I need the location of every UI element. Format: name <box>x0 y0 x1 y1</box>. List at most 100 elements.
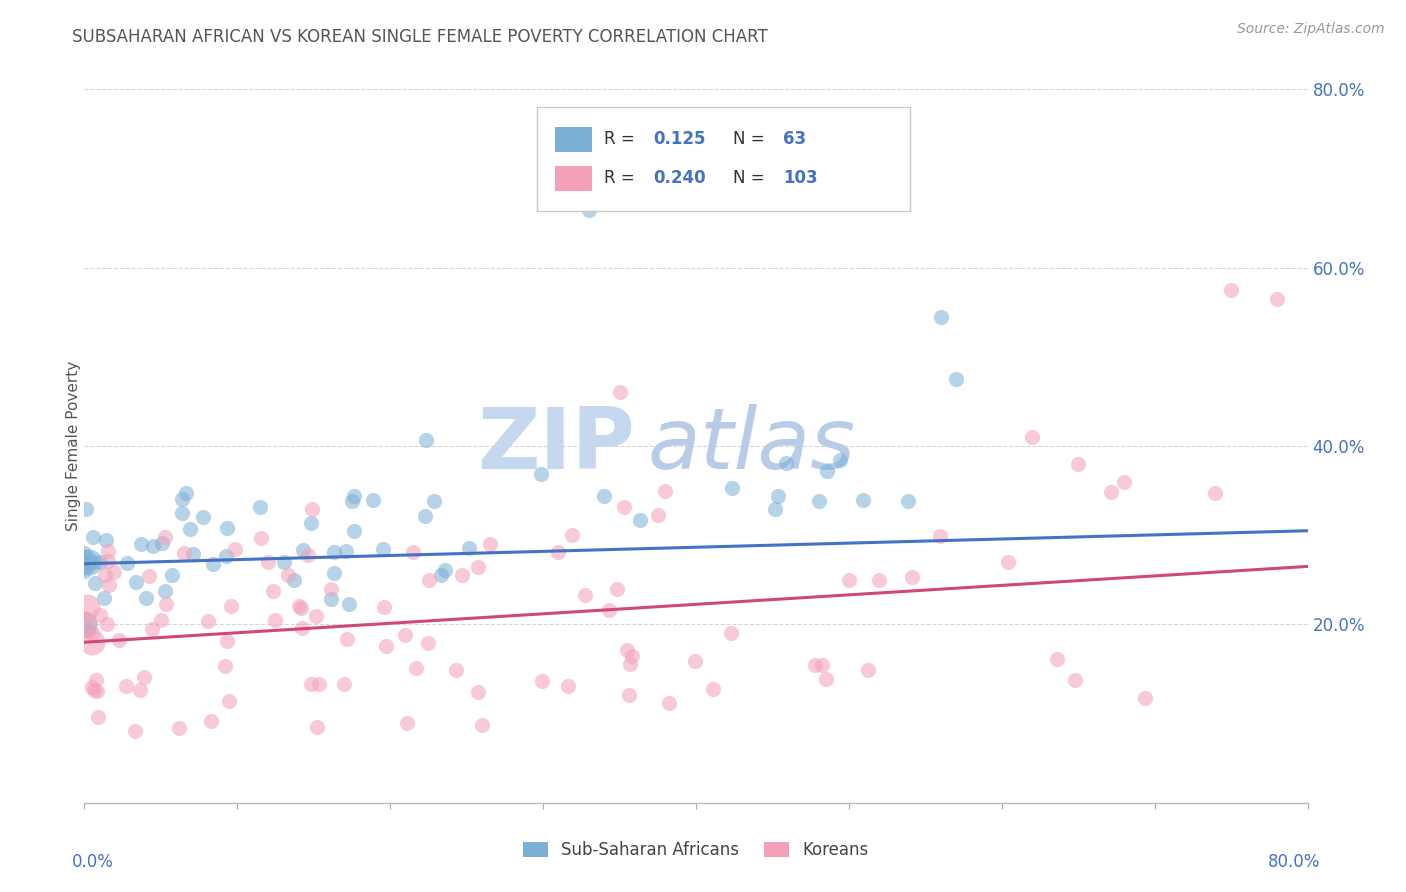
Point <box>395 715 418 730</box>
Point <box>174 486 197 500</box>
Point <box>87 710 110 724</box>
Point <box>73 555 96 569</box>
Point <box>299 677 322 691</box>
Point <box>96 617 118 632</box>
Point <box>249 531 271 545</box>
Point <box>852 493 875 508</box>
Point <box>609 385 631 400</box>
Point <box>129 683 152 698</box>
Point <box>531 673 554 688</box>
Point <box>1021 430 1043 444</box>
Point <box>202 557 225 571</box>
Point <box>613 500 636 515</box>
Point <box>1265 292 1288 306</box>
Point <box>928 529 950 543</box>
Point <box>96 533 118 548</box>
Point <box>124 574 146 589</box>
Point <box>402 545 425 559</box>
Text: 103: 103 <box>783 169 817 187</box>
Point <box>73 546 96 560</box>
Point <box>115 557 138 571</box>
Point <box>80 626 103 640</box>
Point <box>217 521 239 535</box>
Point <box>332 676 354 690</box>
Point <box>683 654 706 668</box>
Point <box>617 689 640 703</box>
Point <box>768 489 790 503</box>
Point <box>423 494 446 508</box>
Point <box>150 536 173 550</box>
Point <box>811 658 834 673</box>
Point <box>319 591 342 606</box>
Point <box>337 597 360 611</box>
Point <box>153 584 176 599</box>
Point <box>131 537 153 551</box>
Point <box>135 591 157 606</box>
Point <box>335 544 357 558</box>
Point <box>224 542 246 557</box>
Point <box>73 617 96 632</box>
Point <box>97 554 120 568</box>
Point <box>361 492 384 507</box>
Point <box>373 599 395 614</box>
Point <box>804 657 827 672</box>
Point <box>444 663 467 677</box>
Point <box>373 541 395 556</box>
Point <box>283 573 305 587</box>
Point <box>76 624 98 639</box>
Point <box>628 512 651 526</box>
Point <box>1204 486 1226 500</box>
Point <box>592 489 614 503</box>
Point <box>530 467 553 481</box>
Text: 0.0%: 0.0% <box>72 853 114 871</box>
Point <box>97 543 120 558</box>
Point <box>264 613 287 627</box>
Point <box>838 573 860 587</box>
Point <box>322 545 344 559</box>
Point <box>467 560 489 574</box>
Point <box>997 555 1019 569</box>
Text: N =: N = <box>733 130 769 148</box>
Text: 0.240: 0.240 <box>654 169 706 187</box>
Point <box>299 516 322 530</box>
Point <box>153 530 176 544</box>
Point <box>574 588 596 602</box>
Point <box>82 530 104 544</box>
Point <box>80 635 103 649</box>
Point <box>547 545 569 559</box>
Point <box>73 564 96 578</box>
Point <box>75 502 97 516</box>
Text: SUBSAHARAN AFRICAN VS KOREAN SINGLE FEMALE POVERTY CORRELATION CHART: SUBSAHARAN AFRICAN VS KOREAN SINGLE FEMA… <box>72 29 768 46</box>
Point <box>374 639 396 653</box>
Text: 80.0%: 80.0% <box>1267 853 1320 871</box>
Point <box>415 433 437 447</box>
Point <box>807 494 830 508</box>
Point <box>394 627 416 641</box>
Point <box>658 696 681 710</box>
Point <box>605 582 627 596</box>
Text: 0.125: 0.125 <box>654 130 706 148</box>
Point <box>80 555 103 569</box>
Point <box>197 614 219 628</box>
Point <box>84 673 107 687</box>
Point <box>89 555 111 569</box>
Point <box>94 568 117 582</box>
Point <box>1063 673 1085 688</box>
Point <box>1046 652 1069 666</box>
Point <box>929 310 952 324</box>
Point <box>561 528 583 542</box>
Point <box>450 567 472 582</box>
Point <box>249 500 271 514</box>
Point <box>830 453 852 467</box>
Point <box>343 490 366 504</box>
Legend: Sub-Saharan Africans, Koreans: Sub-Saharan Africans, Koreans <box>516 835 876 866</box>
Point <box>467 685 489 699</box>
Point <box>77 555 100 569</box>
Bar <box>555 127 592 152</box>
Point <box>83 575 105 590</box>
Point <box>179 522 201 536</box>
Point <box>73 617 96 632</box>
Point <box>815 464 838 478</box>
Point <box>262 584 284 599</box>
Point <box>765 502 787 516</box>
